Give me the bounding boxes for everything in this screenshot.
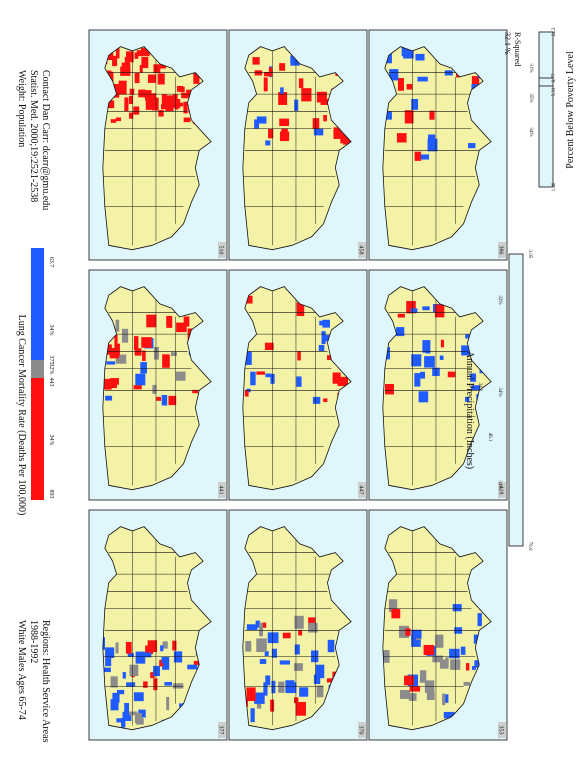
mortality-legend-title: Lung Cancer Mortality Rate (Deaths Per 1… — [16, 315, 27, 516]
panel-count-box — [498, 482, 506, 498]
panel-count-box — [358, 722, 366, 738]
panel-count-label: 441 — [218, 486, 224, 495]
us-map — [242, 526, 352, 731]
panel-count-label: 353 — [498, 726, 504, 735]
credits-line1: Weight: Population — [16, 70, 27, 147]
header-line3: Regions: Health Service Areas — [40, 620, 51, 743]
mortality-legend: Lung Cancer Mortality Rate (Deaths Per 1… — [16, 248, 54, 515]
panel-count-box — [358, 242, 366, 258]
map-panel-447: 447 — [228, 269, 368, 501]
panel-count-label: 370 — [358, 726, 364, 735]
poverty-scale-title: Percent Below Poverty Level — [565, 51, 576, 169]
poverty-scale: Percent Below Poverty Level 24.3 6.77 5.… — [528, 27, 576, 191]
map-panel-386: 386 — [368, 29, 508, 261]
precip-pct-3: 34% — [497, 480, 502, 489]
legend-bar-low — [31, 248, 44, 360]
precipitation-scale: Annual Precipitation (Inches) 3.05 34.2 … — [464, 250, 532, 551]
panel-count-label: 418 — [498, 486, 504, 495]
panel-count-box — [218, 722, 226, 738]
precip-pct-2: 34% — [497, 387, 502, 396]
poverty-tick-1: 24.3 — [552, 27, 557, 36]
map-panel-441: 441 — [88, 269, 228, 501]
legend-break-4: 893 — [48, 490, 54, 499]
r-squared-label: R-Squared — [513, 32, 522, 66]
legend-pct-high: 34% — [48, 435, 54, 446]
map-panel-grid: 377 441 510 370 447 458 353 418 386 — [88, 29, 508, 741]
precip-pct-1: 32% — [497, 295, 502, 304]
precip-tick-1: 3.05 — [527, 250, 532, 259]
legend-pct-low: 34% — [48, 325, 54, 336]
legend-break-2: 375 — [48, 356, 54, 365]
header-line1: White Males Ages 65-74 — [16, 620, 27, 720]
panel-count-box — [218, 482, 226, 498]
r-squared-value: 32.1 % — [503, 32, 512, 55]
poverty-scale-box — [538, 31, 554, 188]
poverty-pct-1: 31% — [528, 63, 533, 72]
map-panel-458: 458 — [228, 29, 368, 261]
poverty-tick-2: 6.77 — [552, 73, 557, 82]
legend-pct-mid: 32% — [48, 364, 54, 375]
credits-line3: Contact Dan Carr: dcarr@gmu.edu — [40, 70, 51, 210]
map-panel-510: 510 — [88, 29, 228, 261]
map-panel-353: 353 — [368, 509, 508, 741]
panel-count-box — [498, 722, 506, 738]
legend-bar-mid — [31, 360, 44, 378]
map-panel-418: 418 — [368, 269, 508, 501]
legend-bar-high — [31, 378, 44, 500]
precip-tick-3: 46.1 — [487, 433, 492, 442]
panel-count-label: 447 — [358, 486, 364, 495]
poverty-pct-2: 35% — [528, 93, 533, 102]
legend-break-3: 443 — [48, 378, 54, 387]
precip-tick-4: 79.0 — [527, 542, 532, 551]
legend-break-1: 63.7 — [48, 257, 54, 268]
panel-count-box — [358, 482, 366, 498]
poverty-pct-3: 34% — [528, 127, 533, 136]
poverty-tick-4: 1.40 — [552, 182, 557, 191]
header-line2: 1988-1992 — [28, 620, 39, 663]
panel-count-label: 377 — [218, 726, 224, 735]
us-map — [382, 526, 492, 731]
precip-scale-box — [508, 253, 524, 547]
panel-count-label: 386 — [498, 246, 504, 255]
panel-count-box — [498, 242, 506, 258]
us-map — [242, 286, 352, 491]
credits-line2: Statist. Med. 2000;19:2521-2538 — [28, 70, 39, 202]
panel-count-box — [218, 242, 226, 258]
precip-tick-2: 34.2 — [477, 383, 482, 392]
map-panel-377: 377 — [88, 509, 228, 741]
precip-scale-title: Annual Precipitation (Inches) — [464, 351, 475, 469]
map-panel-370: 370 — [228, 509, 368, 741]
panel-count-label: 510 — [218, 246, 224, 255]
panel-count-label: 458 — [358, 246, 364, 255]
poverty-tick-3: 5.31 — [552, 87, 557, 96]
